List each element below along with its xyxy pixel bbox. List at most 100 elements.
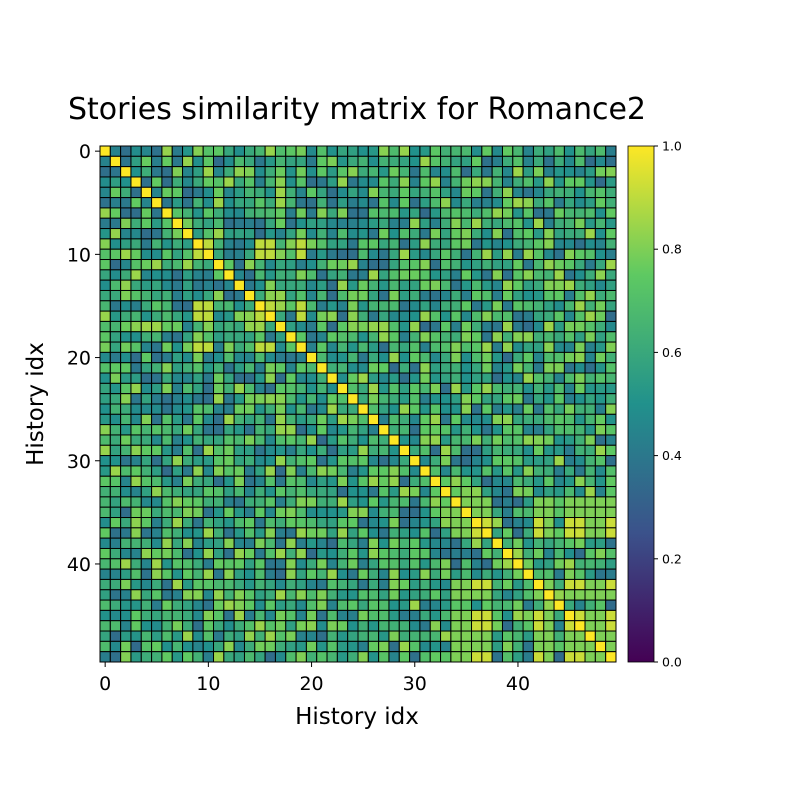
heatmap-cell [336, 362, 349, 374]
heatmap-cell [481, 527, 493, 539]
heatmap-cell [594, 537, 607, 549]
heatmap-cell [151, 186, 163, 199]
heatmap-cell [223, 640, 235, 653]
heatmap-cell [99, 444, 111, 457]
heatmap-cell [182, 372, 194, 384]
heatmap-cell [543, 506, 555, 519]
heatmap-cell [501, 527, 514, 539]
heatmap-cell [130, 166, 142, 178]
heatmap-cell [512, 269, 524, 281]
heatmap-cell [264, 197, 276, 209]
heatmap-cell [532, 186, 545, 199]
heatmap-cell [99, 269, 111, 281]
heatmap-cell [347, 320, 359, 333]
heatmap-cell [574, 444, 586, 457]
heatmap-cell [522, 640, 534, 653]
heatmap-cell [522, 279, 534, 291]
heatmap-cell [274, 331, 287, 343]
heatmap-cell [151, 362, 163, 374]
heatmap-cell [594, 558, 607, 570]
heatmap-cell [594, 248, 607, 261]
heatmap-cell [388, 279, 400, 291]
heatmap-cell [223, 475, 235, 488]
heatmap-cell [285, 310, 297, 322]
heatmap-cell [223, 547, 235, 560]
heatmap-cell [109, 155, 122, 168]
heatmap-cell [460, 176, 473, 188]
heatmap-cell [326, 279, 338, 291]
heatmap-cell [151, 547, 163, 560]
heatmap-cell [357, 248, 369, 261]
heatmap-cell [151, 382, 163, 395]
heatmap-cell [316, 248, 328, 261]
heatmap-cell [450, 372, 462, 384]
heatmap-cell [512, 527, 524, 539]
heatmap-cell [99, 403, 111, 415]
heatmap-cell [491, 351, 503, 364]
heatmap-cell [563, 486, 576, 498]
heatmap-cell [574, 341, 586, 353]
heatmap-cell [574, 238, 586, 250]
heatmap-cell [440, 341, 452, 353]
heatmap-cell [274, 300, 287, 312]
heatmap-cell [243, 207, 256, 219]
heatmap-cell [388, 599, 400, 611]
heatmap-cell [378, 527, 390, 539]
heatmap-cell [316, 320, 328, 333]
heatmap-cell [161, 289, 173, 302]
heatmap-cell [130, 238, 142, 250]
heatmap-cell [274, 217, 287, 230]
heatmap-cell [213, 382, 225, 395]
heatmap-cell [109, 568, 122, 580]
heatmap-cell [398, 640, 411, 653]
heatmap-cell [501, 578, 514, 591]
heatmap-cell [409, 186, 421, 199]
heatmap-cell [347, 640, 359, 653]
heatmap-cell [202, 413, 215, 426]
heatmap-cell [192, 506, 204, 519]
heatmap-cell [367, 310, 380, 322]
heatmap-cell [151, 620, 163, 632]
heatmap-cell [295, 217, 307, 230]
heatmap-cell [522, 506, 534, 519]
heatmap-cell [171, 455, 184, 467]
heatmap-cell [378, 651, 390, 663]
heatmap-cell [460, 145, 473, 157]
heatmap-cell [450, 599, 462, 611]
heatmap-cell [512, 589, 524, 601]
heatmap-cell [161, 578, 173, 591]
heatmap-cell [429, 413, 442, 426]
heatmap-cell [347, 630, 359, 642]
heatmap-cell [481, 238, 493, 250]
heatmap-cell [109, 589, 122, 601]
heatmap-cell [357, 341, 369, 353]
heatmap-cell [553, 517, 565, 529]
heatmap-cell [202, 434, 215, 446]
heatmap-cell [213, 197, 225, 209]
heatmap-cell [429, 455, 442, 467]
heatmap-cell [109, 496, 122, 508]
heatmap-cell [357, 155, 369, 168]
heatmap-cell [460, 320, 473, 333]
heatmap-cell [429, 475, 442, 488]
heatmap-cell [243, 248, 256, 261]
heatmap-cell [605, 238, 617, 250]
heatmap-cell [574, 434, 586, 446]
heatmap-cell [233, 475, 245, 488]
heatmap-cell [202, 444, 215, 457]
heatmap-cell [130, 496, 142, 508]
heatmap-cell [460, 341, 473, 353]
heatmap-cell [532, 372, 545, 384]
heatmap-cell [223, 609, 235, 622]
heatmap-cell [316, 506, 328, 519]
heatmap-cell [274, 155, 287, 168]
heatmap-cell [512, 475, 524, 488]
heatmap-cell [254, 537, 266, 549]
heatmap-cell [471, 413, 483, 426]
heatmap-cell [563, 393, 576, 405]
heatmap-cell [161, 248, 173, 261]
heatmap-cell [378, 207, 390, 219]
heatmap-cell [274, 609, 287, 622]
heatmap-cell [512, 362, 524, 374]
heatmap-cell [295, 475, 307, 488]
